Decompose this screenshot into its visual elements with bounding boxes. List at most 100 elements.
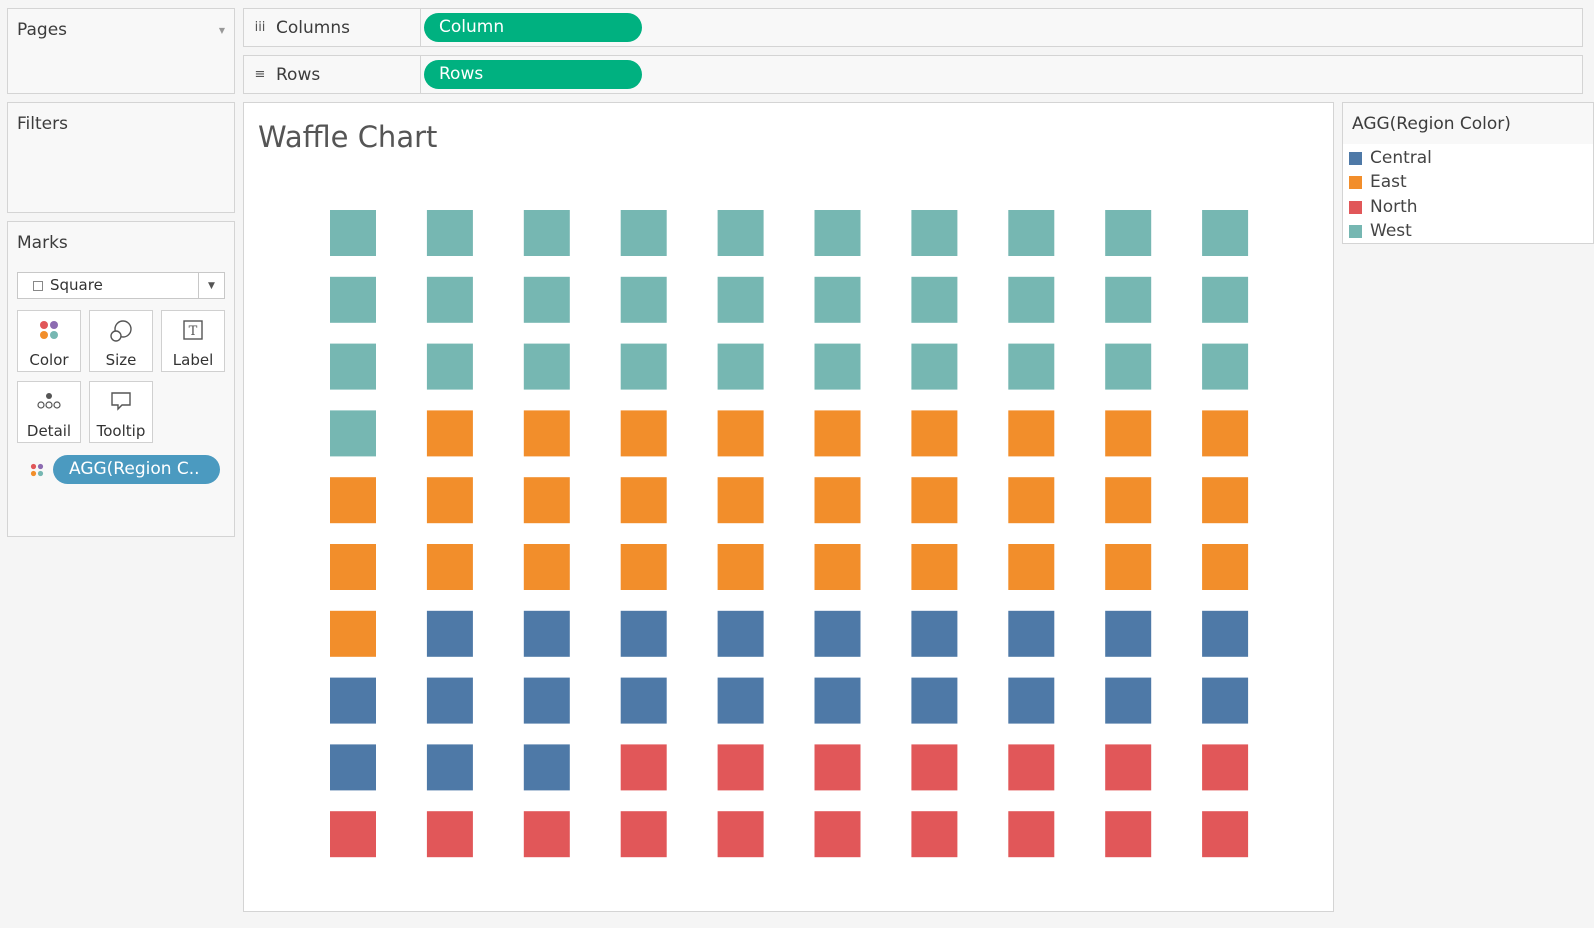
- pages-dropdown-icon[interactable]: ▼: [218, 26, 225, 35]
- waffle-square-central[interactable]: [620, 610, 667, 657]
- waffle-square-west[interactable]: [620, 343, 667, 390]
- waffle-square-west[interactable]: [1105, 210, 1152, 256]
- waffle-square-north[interactable]: [1008, 744, 1055, 791]
- waffle-square-west[interactable]: [1202, 210, 1249, 256]
- waffle-square-east[interactable]: [814, 477, 861, 524]
- column-field-pill[interactable]: Column: [424, 13, 642, 42]
- label-button[interactable]: T Label: [161, 310, 225, 372]
- waffle-square-west[interactable]: [1105, 276, 1152, 323]
- waffle-square-west[interactable]: [523, 276, 570, 323]
- waffle-square-west[interactable]: [911, 210, 958, 256]
- waffle-square-east[interactable]: [1008, 544, 1055, 590]
- waffle-square-north[interactable]: [814, 811, 861, 858]
- waffle-square-central[interactable]: [717, 677, 764, 724]
- waffle-square-east[interactable]: [814, 410, 861, 457]
- waffle-square-east[interactable]: [1008, 410, 1055, 457]
- waffle-square-central[interactable]: [330, 677, 376, 724]
- waffle-square-west[interactable]: [426, 276, 473, 323]
- rows-field-pill[interactable]: Rows: [424, 60, 642, 89]
- waffle-square-west[interactable]: [426, 210, 473, 256]
- waffle-square-east[interactable]: [523, 477, 570, 524]
- waffle-square-north[interactable]: [911, 744, 958, 791]
- waffle-square-west[interactable]: [717, 210, 764, 256]
- waffle-square-west[interactable]: [330, 276, 376, 323]
- waffle-square-west[interactable]: [1008, 210, 1055, 256]
- waffle-square-west[interactable]: [717, 276, 764, 323]
- waffle-square-east[interactable]: [426, 410, 473, 457]
- waffle-square-north[interactable]: [911, 811, 958, 858]
- waffle-square-east[interactable]: [523, 410, 570, 457]
- waffle-square-west[interactable]: [814, 210, 861, 256]
- waffle-square-west[interactable]: [911, 343, 958, 390]
- waffle-square-west[interactable]: [330, 410, 376, 457]
- waffle-square-west[interactable]: [911, 276, 958, 323]
- waffle-square-west[interactable]: [620, 276, 667, 323]
- waffle-square-east[interactable]: [911, 410, 958, 457]
- waffle-square-west[interactable]: [814, 276, 861, 323]
- waffle-square-east[interactable]: [426, 544, 473, 590]
- waffle-square-north[interactable]: [814, 744, 861, 791]
- waffle-square-west[interactable]: [1008, 343, 1055, 390]
- waffle-square-east[interactable]: [330, 544, 376, 590]
- detail-button[interactable]: Detail: [17, 381, 81, 443]
- waffle-square-central[interactable]: [330, 744, 376, 791]
- waffle-square-east[interactable]: [1008, 477, 1055, 524]
- waffle-square-north[interactable]: [717, 811, 764, 858]
- waffle-square-east[interactable]: [717, 410, 764, 457]
- waffle-square-north[interactable]: [1202, 811, 1249, 858]
- waffle-square-west[interactable]: [1008, 276, 1055, 323]
- waffle-square-east[interactable]: [717, 544, 764, 590]
- waffle-square-east[interactable]: [1202, 544, 1249, 590]
- legend-item-west[interactable]: West: [1349, 219, 1412, 243]
- size-button[interactable]: Size: [89, 310, 153, 372]
- waffle-square-north[interactable]: [1202, 744, 1249, 791]
- waffle-square-central[interactable]: [814, 677, 861, 724]
- waffle-square-east[interactable]: [1202, 410, 1249, 457]
- waffle-square-west[interactable]: [814, 343, 861, 390]
- waffle-square-north[interactable]: [523, 811, 570, 858]
- waffle-square-east[interactable]: [1105, 410, 1152, 457]
- waffle-square-north[interactable]: [1008, 811, 1055, 858]
- waffle-square-east[interactable]: [717, 477, 764, 524]
- color-button[interactable]: Color: [17, 310, 81, 372]
- waffle-square-east[interactable]: [814, 544, 861, 590]
- waffle-square-central[interactable]: [1105, 677, 1152, 724]
- legend-item-central[interactable]: Central: [1349, 146, 1432, 170]
- waffle-square-east[interactable]: [620, 477, 667, 524]
- waffle-square-north[interactable]: [717, 744, 764, 791]
- waffle-square-west[interactable]: [523, 343, 570, 390]
- mark-type-select[interactable]: Square ▼: [17, 272, 225, 299]
- waffle-square-central[interactable]: [426, 744, 473, 791]
- waffle-square-north[interactable]: [1105, 811, 1152, 858]
- waffle-square-north[interactable]: [620, 744, 667, 791]
- waffle-square-east[interactable]: [330, 477, 376, 524]
- waffle-square-central[interactable]: [717, 610, 764, 657]
- filters-card[interactable]: Filters: [7, 102, 235, 213]
- legend-item-east[interactable]: East: [1349, 170, 1407, 194]
- waffle-square-east[interactable]: [620, 544, 667, 590]
- waffle-square-east[interactable]: [911, 544, 958, 590]
- waffle-square-central[interactable]: [523, 744, 570, 791]
- waffle-square-east[interactable]: [330, 610, 376, 657]
- waffle-square-east[interactable]: [620, 410, 667, 457]
- waffle-square-central[interactable]: [426, 677, 473, 724]
- waffle-square-east[interactable]: [1202, 477, 1249, 524]
- waffle-square-central[interactable]: [620, 677, 667, 724]
- region-color-field-pill[interactable]: AGG(Region C..: [53, 455, 220, 484]
- waffle-square-north[interactable]: [330, 811, 376, 858]
- waffle-square-central[interactable]: [1008, 677, 1055, 724]
- waffle-square-east[interactable]: [426, 477, 473, 524]
- waffle-square-west[interactable]: [426, 343, 473, 390]
- waffle-square-central[interactable]: [426, 610, 473, 657]
- waffle-square-west[interactable]: [330, 210, 376, 256]
- waffle-square-west[interactable]: [523, 210, 570, 256]
- waffle-square-west[interactable]: [1105, 343, 1152, 390]
- waffle-square-west[interactable]: [1202, 343, 1249, 390]
- waffle-square-central[interactable]: [523, 610, 570, 657]
- waffle-square-north[interactable]: [426, 811, 473, 858]
- legend-item-north[interactable]: North: [1349, 195, 1418, 219]
- waffle-square-central[interactable]: [1202, 610, 1249, 657]
- waffle-square-central[interactable]: [911, 677, 958, 724]
- waffle-square-central[interactable]: [911, 610, 958, 657]
- waffle-square-central[interactable]: [523, 677, 570, 724]
